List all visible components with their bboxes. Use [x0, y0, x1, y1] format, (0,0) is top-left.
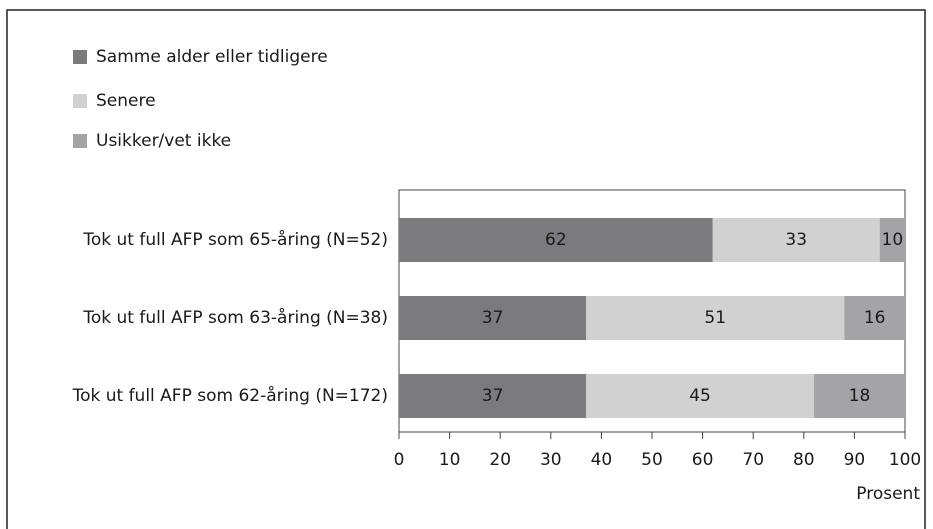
frame: [6, 9, 926, 529]
data-label: 16: [864, 308, 886, 328]
data-label: 33: [785, 230, 807, 250]
data-label: 37: [482, 308, 504, 328]
bar-segment: [813, 374, 905, 418]
bar-segment: [399, 218, 713, 262]
data-label: 18: [849, 386, 871, 406]
x-tick-label: 20: [489, 450, 511, 470]
y-tick-label: Tok ut full AFP som 62-åring (N=172): [72, 385, 388, 406]
x-tick-label: 50: [641, 450, 663, 470]
legend-label: Samme alder eller tidligere: [96, 47, 328, 67]
x-tick-label: 10: [439, 450, 461, 470]
x-axis-label: Prosent: [856, 484, 920, 504]
bar-segment: [399, 296, 587, 340]
x-tick-label: 40: [591, 450, 613, 470]
bar-segment: [399, 374, 587, 418]
bar-segment: [844, 296, 905, 340]
legend-swatch: [73, 134, 87, 148]
bar-segment: [586, 296, 845, 340]
data-label: 10: [882, 230, 904, 250]
bar-segment: [586, 374, 814, 418]
y-tick-label: Tok ut full AFP som 63-åring (N=38): [82, 307, 388, 328]
x-tick-label: 0: [394, 450, 405, 470]
x-tick-label: 70: [742, 450, 764, 470]
y-tick-label: Tok ut full AFP som 65-åring (N=52): [82, 229, 388, 250]
legend-label: Senere: [96, 91, 156, 111]
x-tick-label: 80: [793, 450, 815, 470]
bar-segment: [879, 218, 905, 262]
legend-label: Usikker/vet ikke: [96, 131, 231, 151]
data-label: 51: [704, 308, 726, 328]
legend-swatch: [73, 94, 87, 108]
x-tick-label: 100: [889, 450, 921, 470]
x-tick-label: 90: [844, 450, 866, 470]
bar-segment: [712, 218, 880, 262]
x-tick-label: 30: [540, 450, 562, 470]
data-label: 62: [545, 230, 567, 250]
data-label: 37: [482, 386, 504, 406]
legend-swatch: [73, 50, 87, 64]
x-tick-label: 60: [692, 450, 714, 470]
data-label: 45: [689, 386, 711, 406]
